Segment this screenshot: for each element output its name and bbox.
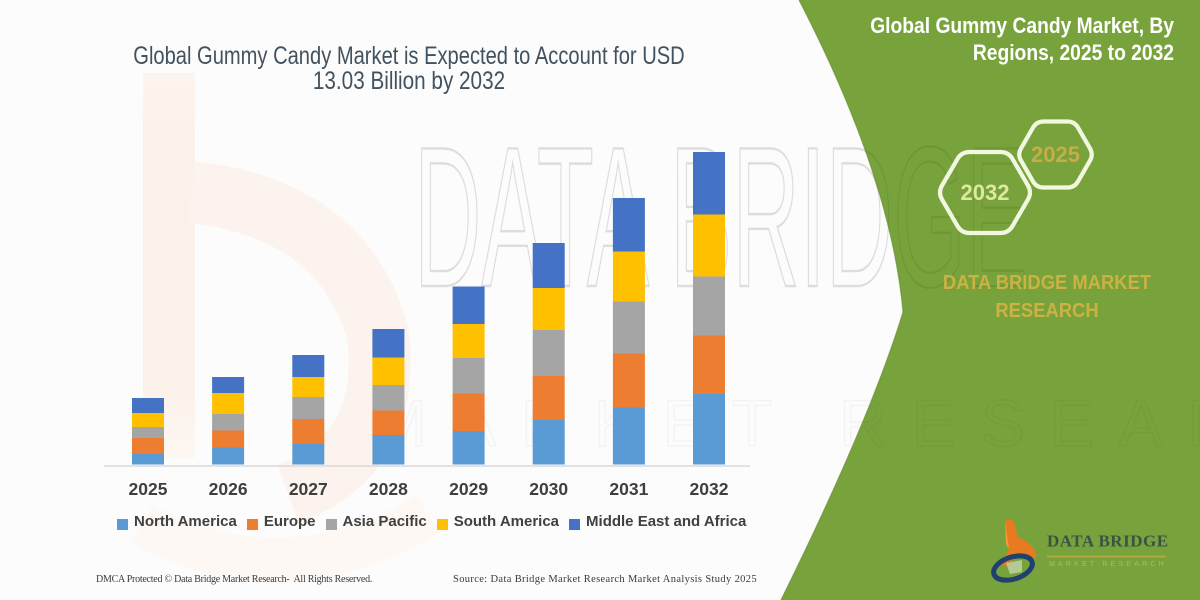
svg-text:MARKET RESEARCH: MARKET RESEARCH [1049, 561, 1167, 568]
svg-text:DATA BRIDGE: DATA BRIDGE [1047, 532, 1169, 551]
svg-text:2032: 2032 [961, 180, 1010, 205]
svg-text:2025: 2025 [1031, 142, 1080, 167]
